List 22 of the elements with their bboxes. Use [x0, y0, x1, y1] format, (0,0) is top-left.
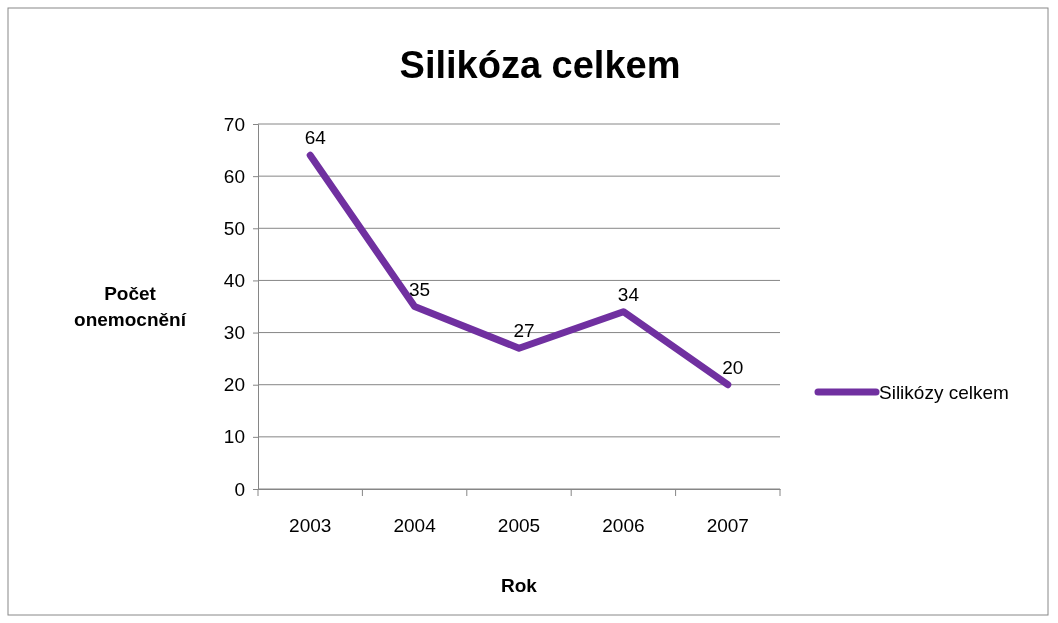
- x-tick-label: 2006: [602, 515, 645, 537]
- y-tick-label: 70: [223, 113, 245, 135]
- chart-title: Silikóza celkem: [399, 44, 681, 86]
- y-tick-label: 20: [223, 374, 245, 396]
- y-tick-label: 40: [223, 270, 245, 292]
- x-tick-label: 2004: [393, 515, 437, 537]
- data-label: 35: [409, 278, 431, 300]
- y-tick-label: 60: [223, 165, 245, 187]
- y-tick-label: 50: [223, 217, 245, 239]
- data-label: 20: [722, 356, 744, 378]
- data-label: 27: [513, 320, 535, 342]
- data-label: 34: [617, 283, 640, 305]
- x-tick-label: 2005: [497, 515, 541, 537]
- x-axis-title: Rok: [501, 575, 538, 596]
- x-tick-label: 2007: [706, 515, 749, 537]
- y-axis-title: Počet onemocnění: [74, 283, 187, 330]
- legend-label: Silikózy celkem: [879, 382, 1009, 403]
- y-tick-label: 0: [234, 478, 245, 500]
- data-label: 64: [304, 127, 327, 149]
- y-tick-label: 30: [223, 322, 245, 344]
- x-tick-label: 2003: [289, 515, 332, 537]
- y-tick-label: 10: [223, 426, 245, 448]
